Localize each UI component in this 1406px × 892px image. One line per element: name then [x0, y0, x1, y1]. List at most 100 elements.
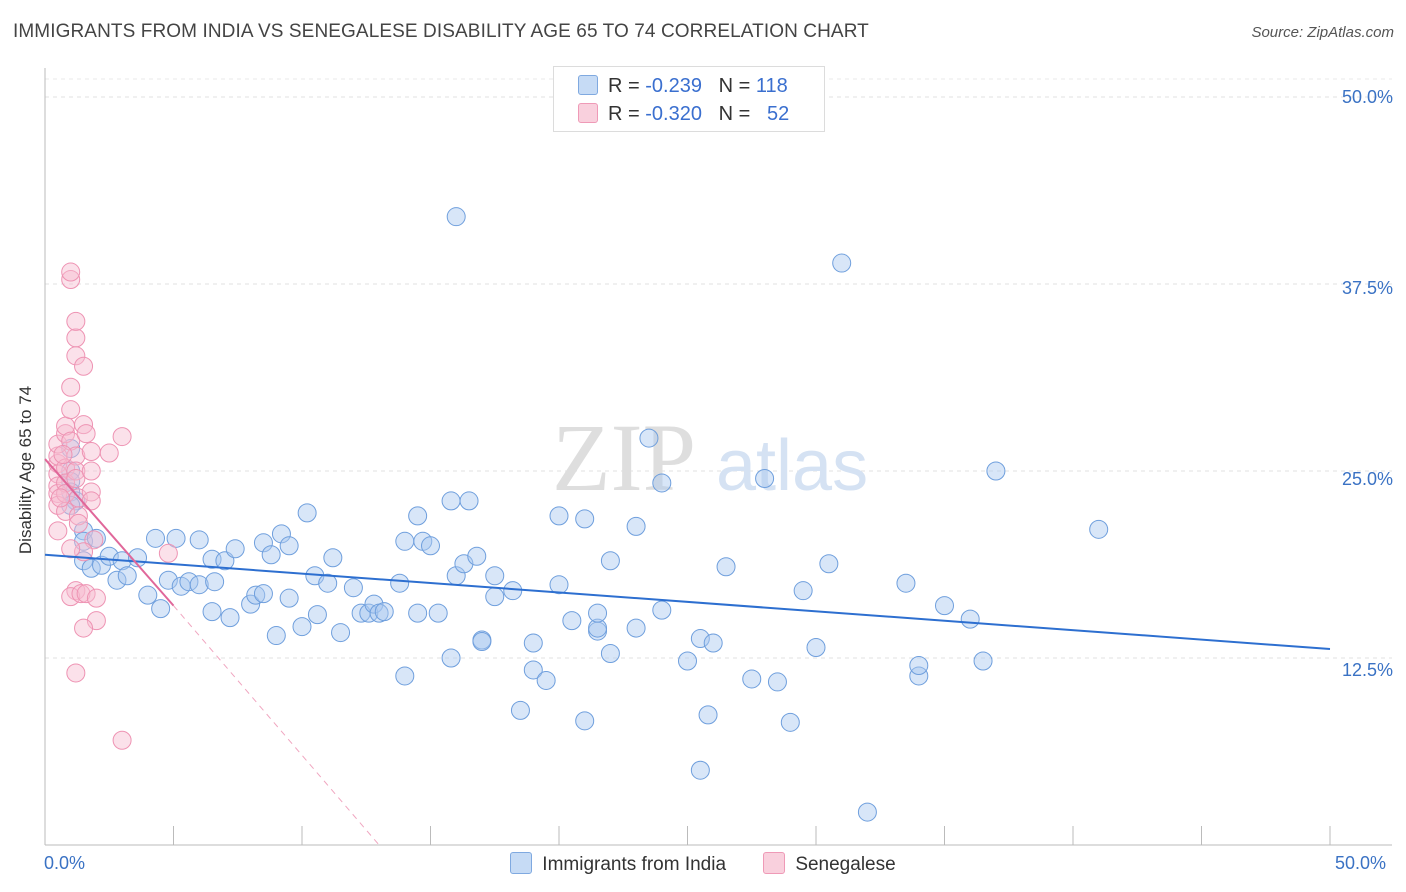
data-point — [1089, 519, 1109, 539]
data-point — [66, 346, 86, 366]
legend-row-senegalese: R = -0.320 N = 52 — [578, 103, 789, 126]
data-point — [53, 445, 73, 465]
chart-title: IMMIGRANTS FROM INDIA VS SENEGALESE DISA… — [13, 21, 869, 42]
data-point — [50, 488, 70, 508]
axes — [44, 68, 1392, 846]
data-point — [960, 609, 980, 629]
data-point — [678, 651, 697, 671]
data-point — [68, 506, 88, 526]
trend-line-extrapolated — [173, 605, 380, 846]
y-tick-label: 12.5% — [1341, 660, 1393, 680]
data-point — [297, 503, 317, 523]
watermark: ZIP atlas — [552, 404, 868, 511]
data-point — [261, 545, 281, 565]
data-point — [81, 491, 101, 511]
data-point — [973, 651, 993, 671]
legend-n-label: N = — [718, 103, 751, 125]
legend-n-value-india: 118 — [755, 75, 788, 97]
y-tick-label: 50.0% — [1341, 87, 1393, 107]
series-swatch-senegalese — [763, 852, 786, 874]
data-point — [536, 670, 556, 690]
data-point — [61, 377, 81, 397]
trend-lines — [44, 458, 1331, 846]
data-point — [266, 626, 286, 646]
data-point — [690, 760, 710, 780]
data-point — [374, 602, 394, 622]
data-point — [253, 584, 273, 604]
data-point — [909, 666, 929, 686]
data-point — [48, 434, 68, 454]
points-senegalese — [48, 262, 178, 750]
data-point — [364, 594, 384, 614]
data-point — [395, 666, 415, 686]
data-point — [549, 506, 569, 526]
legend-r-label: R = — [608, 103, 640, 125]
data-point — [600, 551, 620, 571]
data-point — [48, 521, 68, 541]
data-point — [485, 566, 505, 586]
data-point — [68, 513, 88, 533]
data-point — [241, 594, 261, 614]
data-point — [441, 491, 461, 511]
data-point — [472, 632, 492, 652]
data-point — [793, 581, 813, 601]
data-point — [690, 629, 710, 649]
data-point — [279, 536, 299, 556]
data-point — [698, 705, 718, 725]
y-tick-label: 37.5% — [1341, 278, 1393, 298]
series-name-senegalese: Senegalese — [795, 854, 896, 875]
data-point — [117, 566, 137, 586]
legend-n-label: N = — [718, 75, 751, 97]
trend-line — [44, 458, 175, 607]
data-point — [626, 618, 646, 638]
source-label: Source: ZipAtlas.com — [1251, 24, 1394, 41]
data-point — [703, 633, 723, 653]
data-point — [857, 802, 877, 822]
data-point — [343, 578, 363, 598]
data-point — [600, 644, 620, 664]
data-point — [66, 311, 86, 331]
legend-r-label: R = — [608, 75, 640, 97]
data-point — [189, 575, 209, 595]
data-point — [467, 546, 487, 566]
data-point — [202, 602, 222, 622]
points-immigrants-from-india — [61, 207, 1109, 822]
data-point — [48, 476, 68, 496]
data-point — [66, 328, 86, 348]
data-point — [446, 207, 466, 227]
data-point — [71, 584, 91, 604]
data-point — [652, 473, 672, 493]
data-point — [292, 617, 312, 637]
data-point — [66, 468, 86, 488]
data-point — [81, 442, 101, 462]
data-point — [819, 554, 839, 574]
data-point — [323, 548, 343, 568]
data-point — [66, 663, 86, 683]
data-point — [639, 428, 659, 448]
data-point — [76, 424, 96, 444]
data-point — [510, 700, 530, 720]
data-point — [575, 509, 595, 529]
legend: R = -0.239 N = 118 R = -0.320 N = 52 — [553, 66, 825, 132]
data-point — [909, 655, 929, 675]
data-point — [459, 491, 479, 511]
series-legend-india: Immigrants from India — [510, 852, 726, 876]
data-point — [716, 557, 736, 577]
data-point — [205, 572, 225, 592]
data-point — [279, 588, 299, 608]
data-point — [575, 711, 595, 731]
data-point — [74, 618, 94, 638]
legend-swatch-india — [578, 75, 598, 95]
data-point — [767, 672, 787, 692]
series-swatch-india — [510, 852, 533, 874]
y-axis-label: Disability Age 65 to 74 — [16, 385, 35, 555]
data-point — [166, 528, 186, 548]
data-point — [485, 587, 505, 607]
data-point — [61, 400, 81, 420]
legend-swatch-senegalese — [578, 103, 598, 123]
data-point — [66, 461, 86, 481]
data-point — [112, 730, 132, 750]
data-point — [562, 611, 582, 631]
data-point — [151, 599, 171, 619]
